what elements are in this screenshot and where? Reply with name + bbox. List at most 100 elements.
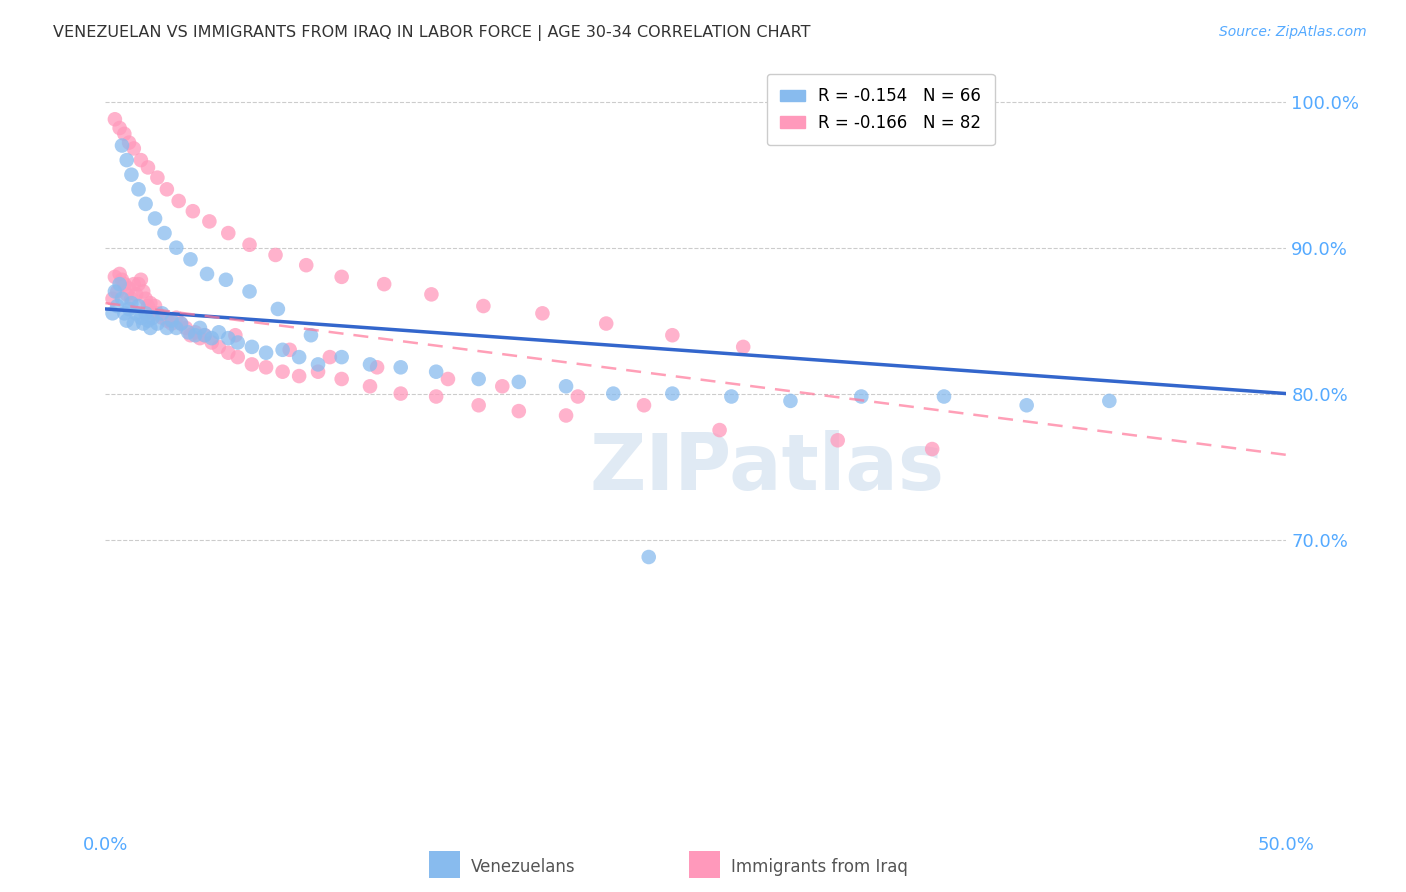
Point	[136, 161, 159, 175]
Point	[467, 398, 489, 412]
Point	[389, 360, 412, 375]
Point	[122, 141, 145, 155]
Point	[1015, 398, 1038, 412]
Point	[104, 112, 127, 127]
Point	[567, 390, 589, 404]
Point	[104, 269, 127, 284]
Point	[508, 404, 530, 418]
Point	[217, 345, 239, 359]
Point	[128, 277, 150, 292]
Point	[217, 331, 239, 345]
Point	[179, 328, 201, 343]
Point	[472, 299, 495, 313]
Point	[128, 299, 150, 313]
Point	[278, 343, 301, 357]
Point	[108, 267, 131, 281]
Point	[319, 350, 342, 364]
Point	[156, 321, 179, 335]
Point	[122, 317, 145, 331]
Point	[307, 365, 329, 379]
Point	[118, 281, 141, 295]
Point	[111, 273, 134, 287]
Point	[389, 386, 412, 401]
Point	[194, 328, 217, 343]
Point	[170, 317, 193, 331]
Point	[1098, 393, 1121, 408]
Point	[921, 442, 943, 456]
Point	[101, 306, 124, 320]
Point	[208, 340, 231, 354]
Point	[135, 292, 157, 306]
Point	[254, 360, 277, 375]
Point	[160, 317, 183, 331]
Point	[132, 317, 155, 331]
Point	[101, 292, 124, 306]
Point	[851, 390, 873, 404]
Point	[827, 434, 849, 448]
Point	[132, 285, 155, 299]
Point	[136, 313, 159, 327]
Point	[184, 328, 207, 343]
Text: Immigrants from Iraq: Immigrants from Iraq	[731, 858, 908, 876]
Point	[267, 301, 290, 316]
Point	[226, 335, 249, 350]
Point	[165, 310, 187, 325]
Point	[129, 310, 152, 325]
Point	[299, 328, 322, 343]
Point	[288, 369, 311, 384]
Point	[112, 127, 135, 141]
Point	[125, 306, 148, 320]
Point	[139, 321, 162, 335]
Text: VENEZUELAN VS IMMIGRANTS FROM IRAQ IN LABOR FORCE | AGE 30-34 CORRELATION CHART: VENEZUELAN VS IMMIGRANTS FROM IRAQ IN LA…	[53, 25, 811, 41]
Point	[120, 292, 142, 306]
Point	[118, 301, 141, 316]
Point	[330, 350, 353, 364]
Point	[115, 153, 138, 168]
Point	[201, 331, 224, 345]
Point	[139, 296, 162, 310]
Point	[146, 317, 169, 331]
Point	[240, 340, 263, 354]
Point	[437, 372, 460, 386]
Point	[425, 390, 447, 404]
Point	[122, 277, 145, 292]
Point	[167, 194, 190, 208]
Point	[120, 296, 142, 310]
Point	[112, 306, 135, 320]
Point	[118, 136, 141, 150]
Point	[295, 258, 318, 272]
Point	[359, 379, 381, 393]
Point	[288, 350, 311, 364]
Point	[555, 409, 578, 423]
Point	[330, 372, 353, 386]
Point	[181, 204, 204, 219]
Point	[135, 306, 157, 320]
Point	[240, 358, 263, 372]
Point	[143, 211, 166, 226]
Point	[271, 343, 294, 357]
Point	[188, 321, 211, 335]
Point	[160, 313, 183, 327]
Legend: R = -0.154   N = 66, R = -0.166   N = 82: R = -0.154 N = 66, R = -0.166 N = 82	[766, 74, 994, 145]
Point	[146, 306, 169, 320]
Point	[115, 287, 138, 301]
Text: Venezuelans: Venezuelans	[471, 858, 575, 876]
Point	[125, 287, 148, 301]
Point	[156, 182, 179, 196]
Point	[128, 182, 150, 196]
Point	[661, 328, 683, 343]
Point	[491, 379, 513, 393]
Point	[661, 386, 683, 401]
Point	[508, 375, 530, 389]
Point	[129, 153, 152, 168]
Point	[595, 317, 617, 331]
Text: Source: ZipAtlas.com: Source: ZipAtlas.com	[1219, 25, 1367, 39]
Point	[188, 331, 211, 345]
Point	[194, 328, 217, 343]
Point	[330, 269, 353, 284]
Text: ZIPatlas: ZIPatlas	[589, 430, 945, 506]
Point	[637, 549, 659, 564]
Point	[150, 306, 173, 320]
Point	[733, 340, 755, 354]
Point	[602, 386, 624, 401]
